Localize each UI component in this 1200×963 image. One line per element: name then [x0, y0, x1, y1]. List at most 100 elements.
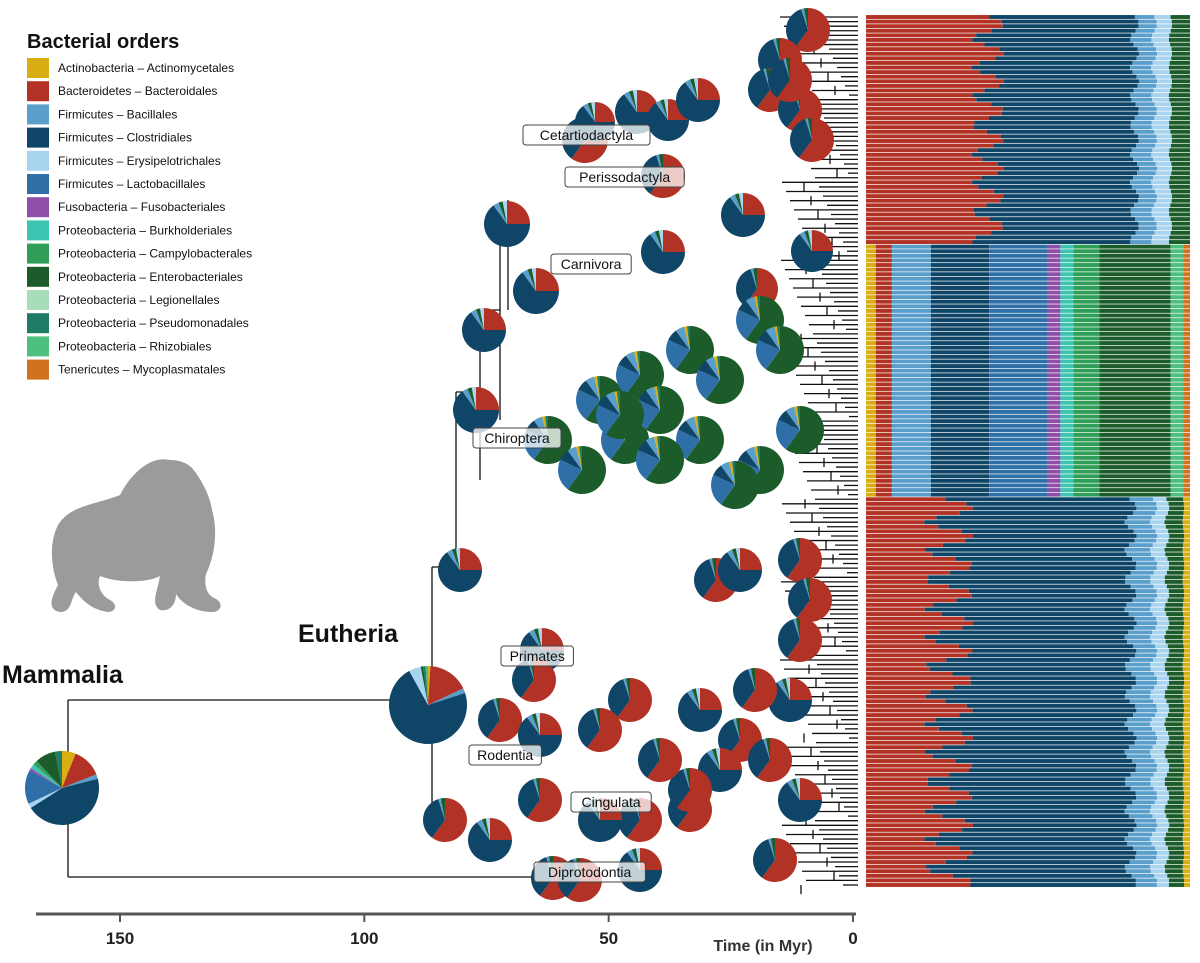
- pie-slice: [625, 351, 640, 375]
- tip-bar-segment: [1151, 212, 1170, 217]
- pie-slice: [618, 355, 640, 375]
- tip-bar-segment: [926, 864, 1125, 869]
- tip-bar-segment: [1047, 276, 1061, 281]
- tip-bar-segment: [1127, 515, 1152, 520]
- tip-bar-segment: [1135, 883, 1157, 887]
- pie-slice: [763, 738, 770, 760]
- tip-bar-segment: [1047, 373, 1061, 378]
- tip-bar-segment: [1167, 511, 1184, 515]
- tip-bar-segment: [1151, 152, 1169, 157]
- pie-slice: [30, 764, 62, 788]
- tip-bar-segment: [1060, 359, 1074, 364]
- tip-bar-segment: [989, 341, 1048, 346]
- legend-swatch: [27, 290, 49, 310]
- tip-bar-segment: [1099, 258, 1171, 263]
- tip-bar-segment: [1156, 19, 1172, 24]
- tip-bar-segment: [1133, 827, 1156, 832]
- tip-bar-segment: [1156, 883, 1169, 887]
- tip-bar-segment: [891, 341, 931, 346]
- tip-bar-segment: [866, 538, 966, 543]
- tip-bar-segment: [930, 455, 990, 460]
- pie-slice: [660, 99, 668, 120]
- tip-bar-segment: [1182, 667, 1190, 672]
- pie-slice: [638, 390, 660, 410]
- tip-bar-segment: [1151, 180, 1169, 185]
- tip-bar-segment: [875, 295, 892, 300]
- tip-bar-segment: [1130, 152, 1152, 157]
- tip-bar-segment: [1047, 318, 1061, 323]
- tip-bar-segment: [1149, 837, 1165, 842]
- tip-bar-segment: [1170, 308, 1184, 313]
- pie-slice: [485, 817, 490, 840]
- tip-bar-segment: [875, 377, 892, 382]
- tip-bar-segment: [875, 341, 892, 346]
- pie-slice: [471, 387, 476, 410]
- tip-bar-segment: [1129, 658, 1154, 662]
- legend-swatch: [27, 174, 49, 194]
- tip-bar-segment: [891, 327, 931, 332]
- tip-bar-segment: [866, 42, 985, 47]
- pie-slice: [787, 579, 810, 618]
- tip-bar-segment: [866, 97, 977, 102]
- tip-bar-segment: [1047, 423, 1061, 428]
- ancestral-state-pie: [790, 118, 835, 162]
- tip-bar-segment: [979, 60, 1133, 65]
- tip-bar-segment: [866, 437, 876, 442]
- tip-bar-segment: [866, 70, 981, 75]
- tip-bar-segment: [866, 139, 1004, 143]
- pie-slice: [455, 548, 460, 570]
- tip-bar-segment: [866, 230, 992, 235]
- tip-bar-segment: [891, 465, 931, 470]
- pie-slice: [785, 406, 800, 430]
- tip-bar-segment: [930, 428, 990, 433]
- tip-bar-segment: [1135, 566, 1157, 571]
- clade-label: Carnivora: [550, 253, 632, 275]
- tip-bar-segment: [1166, 543, 1184, 548]
- pie-slice: [596, 404, 620, 435]
- tip-bar-segment: [1183, 883, 1190, 887]
- tip-bar-segment: [1136, 561, 1158, 566]
- tip-bar-segment: [866, 33, 977, 38]
- tip-bar-segment: [929, 667, 1126, 672]
- clade-labels: CetartiodactylaPerissodactylaCarnivoraCh…: [468, 124, 685, 883]
- tip-bar-segment: [875, 364, 892, 368]
- tip-bar-segment: [875, 290, 892, 295]
- tip-bar-segment: [891, 354, 931, 359]
- tip-bar-segment: [1099, 276, 1171, 281]
- tip-bar-segment: [1165, 515, 1184, 520]
- tip-bar-segment: [989, 267, 1048, 272]
- tip-bar-segment: [1047, 455, 1061, 460]
- tip-bar-segment: [970, 676, 1136, 681]
- tip-bar-segment: [997, 171, 1138, 176]
- tip-bar-segment: [1073, 455, 1100, 460]
- tip-bar-segment: [1169, 850, 1185, 855]
- tip-bar-segment: [1099, 281, 1171, 286]
- ancestral-state-pie: [718, 548, 762, 592]
- tip-bar-segment: [1168, 38, 1190, 42]
- tip-bar-segment: [952, 671, 1132, 676]
- pie-slice: [512, 659, 534, 698]
- tip-bar-segment: [866, 423, 876, 428]
- tip-bar-segment: [1060, 455, 1074, 460]
- tip-bar-segment: [1182, 690, 1190, 695]
- tip-bar-segment: [971, 180, 1131, 185]
- tip-bar-segment: [1151, 125, 1170, 130]
- tip-bar-segment: [866, 60, 980, 65]
- tip-bar-segment: [875, 414, 892, 419]
- tip-bar-segment: [1168, 878, 1184, 883]
- tip-bar-segment: [1124, 722, 1150, 727]
- pie-slice: [794, 406, 800, 430]
- legend-swatch: [27, 243, 49, 264]
- tip-bar-segment: [875, 350, 892, 355]
- tip-bar-segment: [1170, 290, 1184, 295]
- tip-bar-segment: [1073, 341, 1100, 346]
- tip-bar-segment: [930, 869, 1126, 874]
- tip-bar-segment: [891, 437, 931, 442]
- tip-bar-segment: [989, 437, 1048, 442]
- tip-bar-segment: [1165, 717, 1184, 722]
- tip-bar-segment: [1157, 763, 1170, 768]
- tip-bar-segment: [875, 263, 892, 267]
- tip-bar-segment: [1183, 713, 1190, 718]
- tip-bar-segment: [1099, 341, 1171, 346]
- pie-slice: [756, 339, 780, 370]
